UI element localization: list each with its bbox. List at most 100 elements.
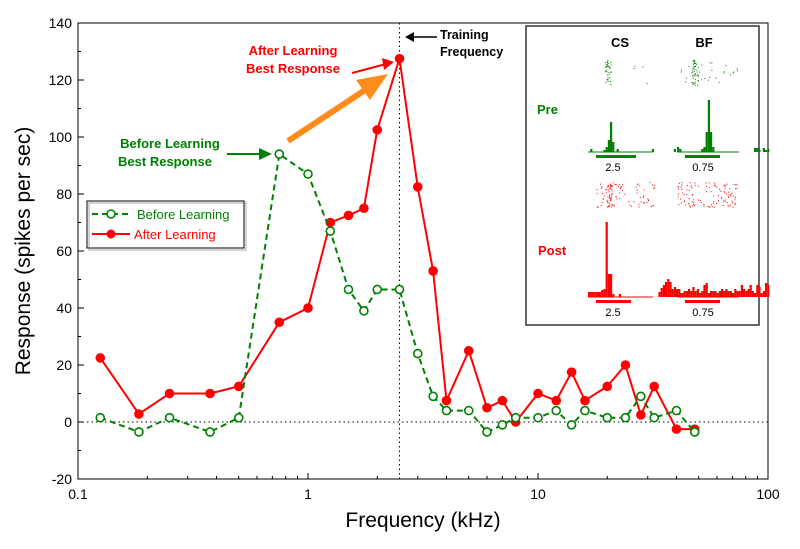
raster-dot — [723, 72, 725, 74]
after-best-annotation: After Learning Best Response — [246, 43, 340, 76]
y-tick-label: 60 — [56, 243, 72, 259]
raster-dot — [688, 189, 690, 191]
stimulus-bar — [685, 300, 720, 303]
raster-dot — [736, 68, 738, 70]
raster-dot — [691, 82, 693, 84]
raster-dot — [605, 70, 607, 72]
raster-dot — [610, 64, 612, 66]
histogram-bar — [758, 150, 761, 152]
histogram-bar — [658, 292, 661, 297]
histogram-bar — [605, 147, 608, 152]
raster-dot — [678, 193, 679, 195]
raster-dot — [606, 79, 608, 81]
data-point — [602, 381, 613, 392]
histogram-bar — [732, 293, 735, 297]
after-best-line1: After Learning — [249, 43, 338, 58]
histogram-bar — [610, 122, 613, 152]
histogram-bar — [762, 291, 765, 297]
raster-dot — [607, 206, 608, 208]
raster-dot — [607, 206, 609, 208]
histogram-bar — [688, 289, 691, 297]
training-annotation: Training Frequency — [440, 28, 503, 59]
raster-dot — [720, 196, 722, 198]
raster-dot — [600, 205, 602, 207]
raster-dot — [611, 186, 613, 187]
raster-dot — [609, 183, 611, 185]
raster-dot — [707, 79, 709, 81]
histogram-bar — [696, 289, 699, 297]
raster-dot — [601, 187, 603, 189]
raster-dot — [734, 198, 736, 200]
y-tick-label: 100 — [49, 129, 73, 145]
raster-dot — [724, 200, 726, 202]
raster-dot — [607, 62, 609, 63]
data-point — [649, 412, 659, 423]
raster-dot — [725, 65, 727, 66]
raster-dot — [643, 202, 645, 204]
raster-dot — [704, 78, 706, 79]
histogram-bar — [712, 147, 715, 152]
raster-dot — [736, 184, 738, 186]
data-point — [566, 420, 577, 430]
raster-dot — [694, 81, 696, 83]
raster-dot — [605, 67, 607, 68]
raster-dot — [607, 201, 609, 203]
data-point — [412, 182, 423, 192]
raster-dot — [610, 185, 612, 187]
histogram-bar — [729, 291, 732, 297]
raster-dot — [703, 205, 705, 207]
inset-row-post: Post — [538, 243, 567, 258]
histogram-bar — [592, 292, 595, 297]
x-tick-label: 100 — [756, 486, 780, 502]
raster-dot — [716, 186, 718, 188]
histogram-bar — [751, 291, 754, 297]
raster-dot — [643, 195, 645, 197]
histogram-bar — [588, 292, 591, 297]
raster-dot — [636, 192, 638, 194]
raster-dot — [693, 68, 695, 70]
raster-dot — [613, 205, 615, 207]
raster-dot — [689, 206, 691, 208]
raster-dot — [731, 192, 733, 194]
series-after-learning — [95, 53, 700, 434]
histogram-bar — [699, 293, 702, 297]
raster-dot — [724, 192, 726, 194]
raster-dot — [720, 190, 722, 192]
raster-dot — [693, 74, 695, 76]
raster-dot — [639, 185, 641, 187]
raster-dot — [603, 198, 604, 200]
histogram-bar — [692, 287, 695, 297]
raster-dot — [694, 60, 696, 62]
histogram-bar — [677, 147, 680, 152]
raster-dot — [642, 66, 644, 68]
y-tick-label: -20 — [52, 471, 72, 487]
data-point — [95, 353, 106, 363]
raster-dot — [692, 60, 694, 61]
raster-dot — [705, 185, 707, 187]
raster-dot — [694, 73, 696, 75]
raster-dot — [651, 205, 653, 207]
histogram-bar — [725, 289, 728, 297]
y-axis-label: Response (spikes per sec) — [12, 127, 35, 376]
raster-dot — [692, 75, 693, 77]
training-line2: Frequency — [440, 45, 503, 59]
raster-dot — [607, 81, 609, 82]
raster-dot — [716, 202, 717, 204]
raster-dot — [684, 81, 686, 83]
raster-dot — [680, 69, 682, 71]
raster-dot — [620, 186, 622, 188]
histogram-bar — [612, 294, 615, 297]
x-axis-label: Frequency (kHz) — [345, 509, 500, 532]
data-point — [497, 420, 508, 430]
raster-dot — [681, 184, 683, 186]
raster-dot — [605, 64, 607, 66]
raster-dot — [735, 196, 737, 198]
data-point — [233, 381, 244, 392]
raster-dot — [611, 190, 613, 192]
raster-dot — [724, 199, 726, 201]
raster-dot — [728, 191, 730, 193]
raster-dot — [728, 194, 730, 196]
histogram-bar — [605, 222, 608, 297]
data-point — [497, 395, 508, 406]
